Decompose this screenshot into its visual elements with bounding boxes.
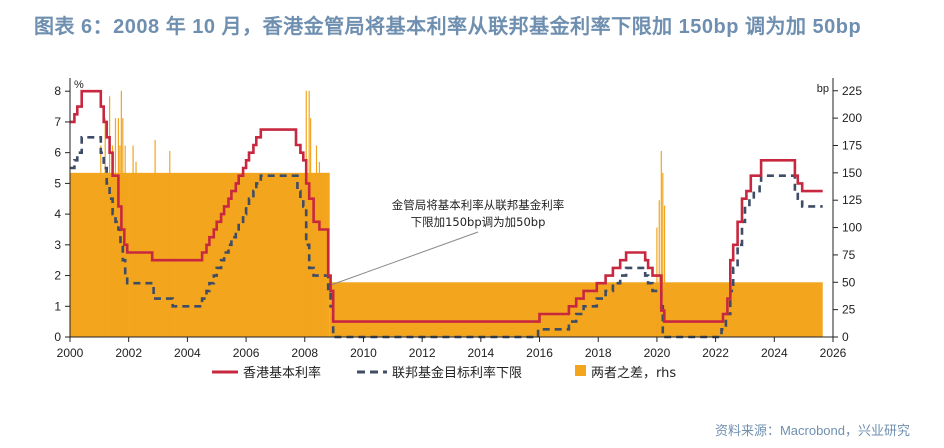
x-tick-label-3: 2006 [233,346,260,360]
source-note: 资料来源：Macrobond，兴业研究 [714,423,910,438]
x-tick-label-8: 2016 [526,346,553,360]
legend-label-spread: 两者之差，rhs [591,366,676,381]
y-right-unit: bp [817,83,829,95]
y-left-tick-label-5: 5 [54,176,61,190]
y-right-tick-label-3: 75 [842,248,856,262]
spread-area-group [70,90,823,337]
y-right-tick-label-6: 150 [842,166,862,180]
legend-label-fed: 联邦基金目标利率下限 [392,365,522,381]
y-right-tick-label-2: 50 [842,275,856,289]
rate-lines-group [70,89,823,339]
x-tick-label-12: 2024 [761,346,788,360]
x-tick-label-2: 2004 [174,346,201,360]
axes-group: 0 1 2 3 4 5 6 7 8 0 25 50 75 100 125 150 175 200 225 2000 20… [54,78,862,360]
annotation-line-2: 下限加150bp调为加50bp [411,215,546,229]
x-tick-label-11: 2022 [702,346,729,360]
y-right-tick-label-8: 200 [842,111,862,125]
y-left-tick-label-8: 8 [54,84,61,98]
y-right-tick-label-1: 25 [842,303,856,317]
x-tick-label-5: 2010 [350,346,377,360]
x-tick-label-13: 2026 [820,346,847,360]
y-left-tick-label-3: 3 [54,238,61,252]
annotation-line-1: 金管局将基本利率从联邦基金利率 [392,198,565,212]
fed-lower-line [70,136,823,339]
x-tick-label-10: 2020 [644,346,671,360]
spread-bar-1 [329,282,823,337]
y-left-tick-label-0: 0 [54,330,61,344]
y-right-tick-label-0: 0 [842,330,849,344]
y-left-unit: % [74,79,84,91]
x-tick-label-6: 2012 [409,346,436,360]
y-left-tick-label-1: 1 [54,299,61,313]
x-tick-label-0: 2000 [57,346,84,360]
base-rate-line [70,89,823,323]
legend-swatch-spread [575,365,586,376]
y-left-tick-label-4: 4 [54,207,61,221]
y-right-tick-label-4: 100 [842,221,862,235]
legend: 香港基本利率 联邦基金目标利率下限 两者之差，rhs [212,365,676,381]
y-right-tick-label-9: 225 [842,84,862,98]
x-tick-label-1: 2002 [115,346,142,360]
x-tick-label-7: 2014 [467,346,494,360]
chart-title: 图表 6：2008 年 10 月，香港金管局将基本利率从联邦基金利率下限加 15… [34,16,862,38]
y-right-tick-label-7: 175 [842,138,862,152]
y-left-tick-label-6: 6 [54,146,61,160]
y-left-tick-label-7: 7 [54,115,61,129]
legend-label-base: 香港基本利率 [243,365,321,381]
spread-bar-0 [70,172,330,337]
x-tick-label-9: 2018 [585,346,612,360]
y-right-tick-label-5: 125 [842,193,862,207]
annotation-group: 金管局将基本利率从联邦基金利率 下限加150bp调为加50bp [331,198,565,286]
x-tick-label-4: 2008 [291,346,318,360]
y-left-tick-label-2: 2 [54,269,61,283]
annotation-arrow [331,231,479,286]
